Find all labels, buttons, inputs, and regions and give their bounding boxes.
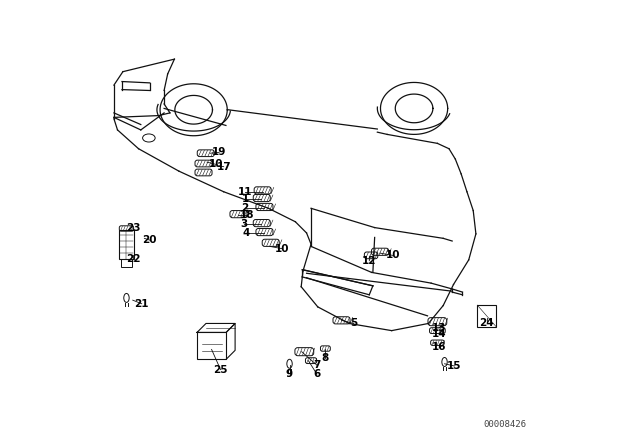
Text: 8: 8	[322, 353, 329, 362]
Text: 20: 20	[143, 235, 157, 245]
Text: 6: 6	[313, 369, 321, 379]
Text: 17: 17	[216, 162, 231, 172]
Text: 15: 15	[447, 361, 461, 371]
Text: 10: 10	[275, 244, 289, 254]
Text: 11: 11	[238, 187, 252, 197]
Text: 22: 22	[126, 254, 140, 264]
Text: 16: 16	[432, 342, 447, 352]
Text: 10: 10	[209, 159, 223, 169]
Text: 2: 2	[241, 203, 249, 213]
Text: 4: 4	[243, 228, 250, 238]
Text: 12: 12	[362, 256, 376, 266]
Text: 13: 13	[432, 323, 447, 333]
Text: 19: 19	[212, 147, 227, 157]
Text: 25: 25	[213, 365, 228, 375]
Text: 18: 18	[240, 210, 255, 220]
Text: 3: 3	[240, 219, 248, 229]
Bar	[477, 305, 496, 327]
Text: 5: 5	[350, 319, 357, 328]
Text: 14: 14	[432, 329, 447, 339]
Text: 21: 21	[134, 299, 149, 309]
Bar	[197, 332, 226, 359]
Bar	[121, 258, 132, 267]
Text: 1: 1	[241, 194, 249, 204]
Text: 7: 7	[313, 360, 321, 370]
Text: 9: 9	[286, 369, 293, 379]
Text: 24: 24	[479, 319, 494, 328]
Text: 23: 23	[126, 223, 140, 233]
Text: 10: 10	[385, 250, 400, 260]
Bar	[118, 229, 134, 258]
Text: 00008426: 00008426	[483, 420, 526, 429]
